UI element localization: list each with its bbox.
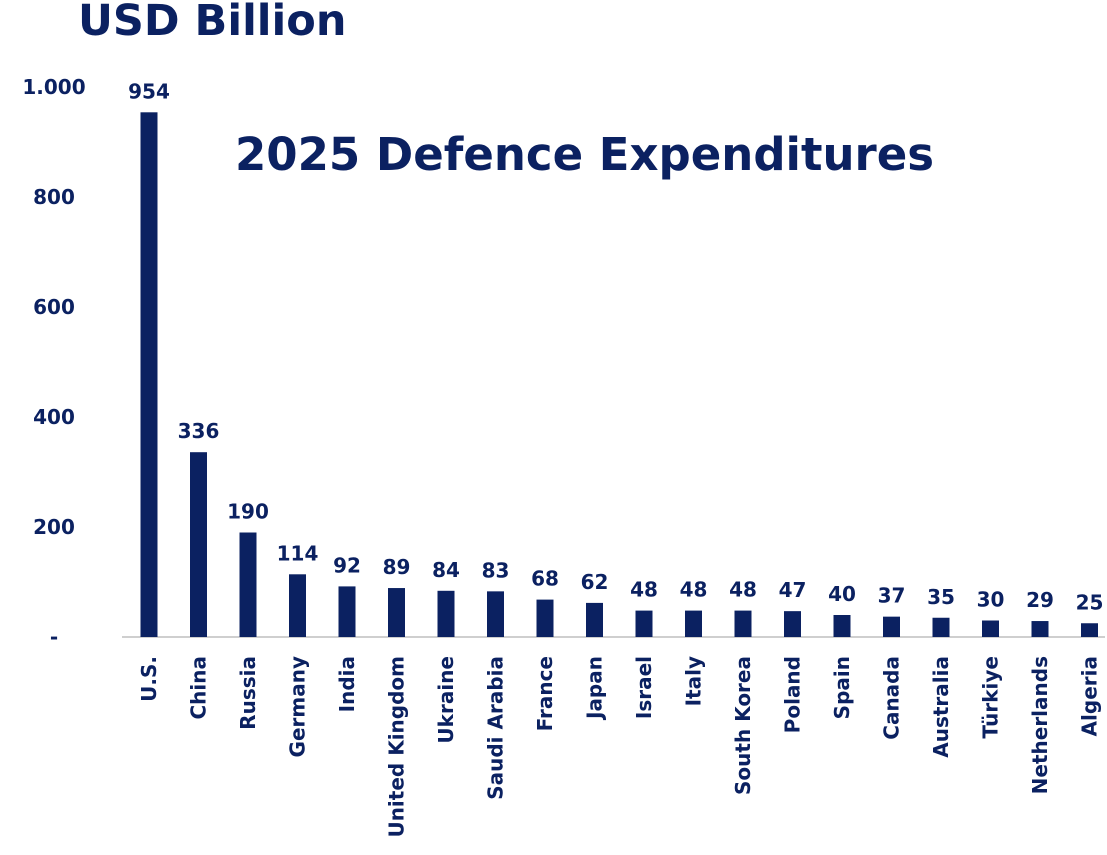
data-label: 47 <box>779 578 807 602</box>
data-label: 89 <box>383 555 411 579</box>
category-label: Japan <box>583 656 607 721</box>
bar <box>1081 623 1098 637</box>
y-tick-label: - <box>50 625 58 649</box>
category-label: Saudi Arabia <box>484 656 508 800</box>
data-label: 114 <box>277 541 319 565</box>
bar <box>338 586 356 637</box>
chart-title: 2025 Defence Expenditures <box>235 128 934 181</box>
data-label: 37 <box>878 584 906 608</box>
category-label: India <box>335 656 359 712</box>
bar <box>734 610 752 637</box>
bar <box>536 599 554 637</box>
unit-title: USD Billion <box>78 0 347 46</box>
bar <box>784 611 801 637</box>
category-label: U.S. <box>137 656 161 702</box>
bar <box>883 616 900 637</box>
category-label: Algeria <box>1078 656 1102 736</box>
category-label: Italy <box>682 656 706 706</box>
category-label: Spain <box>830 656 854 719</box>
data-label: 25 <box>1076 590 1104 614</box>
y-tick-label: 600 <box>33 295 75 319</box>
y-tick-label: 800 <box>33 185 75 209</box>
data-label: 40 <box>828 582 856 606</box>
data-label: 954 <box>128 79 170 103</box>
data-label: 48 <box>729 578 757 602</box>
bar <box>140 112 158 638</box>
bars <box>140 112 1098 638</box>
bar <box>239 532 257 637</box>
category-label: China <box>187 656 211 720</box>
bar <box>932 617 950 637</box>
data-label: 30 <box>977 588 1005 612</box>
category-label: Israel <box>632 656 656 719</box>
data-label: 48 <box>680 578 708 602</box>
y-axis-ticks: - 200 400 600 800 1.000 <box>22 75 85 649</box>
bar <box>635 610 653 637</box>
category-label: Russia <box>236 656 260 730</box>
bar <box>388 588 405 637</box>
category-label: Ukraine <box>434 656 458 744</box>
data-label: 68 <box>531 567 559 591</box>
bar <box>487 591 504 637</box>
category-label: Germany <box>286 656 310 757</box>
bar <box>289 574 306 637</box>
category-labels: U.S. China Russia Germany India United Kingdo… <box>137 656 1102 838</box>
bar <box>1031 621 1049 637</box>
category-label: Australia <box>929 656 953 758</box>
data-label: 29 <box>1026 588 1054 612</box>
category-label: United Kingdom <box>385 656 409 838</box>
category-label: South Korea <box>731 656 755 795</box>
data-label: 83 <box>482 558 510 582</box>
bar <box>982 620 999 637</box>
data-label: 62 <box>581 570 609 594</box>
category-label: Poland <box>781 656 805 733</box>
y-tick-label: 200 <box>33 515 75 539</box>
category-label: Netherlands <box>1028 656 1052 794</box>
data-label: 35 <box>927 585 955 609</box>
data-label: 336 <box>178 419 220 443</box>
bar <box>833 615 851 637</box>
category-label: Türkiye <box>979 656 1003 739</box>
bar <box>685 610 702 637</box>
data-label: 48 <box>630 578 658 602</box>
data-label: 92 <box>333 553 361 577</box>
data-labels: 954 336 190 114 92 89 84 83 68 62 48 48 48 47 40 37 35 30… <box>128 79 1103 614</box>
data-label: 190 <box>227 500 269 524</box>
category-label: Canada <box>880 656 904 740</box>
bar <box>190 452 207 637</box>
bar <box>586 602 603 637</box>
y-tick-label: 1.000 <box>22 75 85 99</box>
bar <box>437 590 455 637</box>
y-tick-label: 400 <box>33 405 75 429</box>
data-label: 84 <box>432 558 460 582</box>
category-label: France <box>533 656 557 731</box>
